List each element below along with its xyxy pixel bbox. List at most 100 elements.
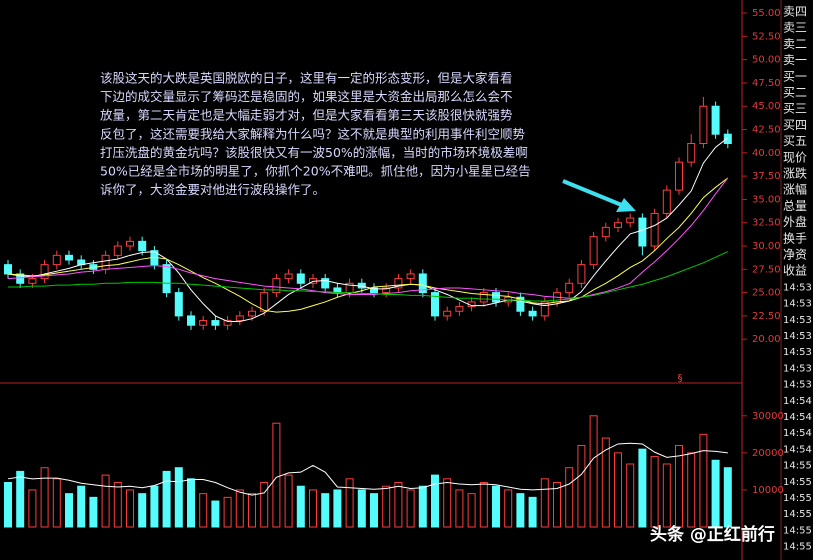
arrow-shaft [562,179,625,208]
y-tick-label: 40.00 [752,148,781,159]
annotation-line: 下边的成交量显示了筹码还是稳固的，如果这里是大资金出局那么怎么会不 [100,89,513,104]
volume-bar [126,489,134,528]
candle-body [52,254,61,266]
volume-bar [357,489,366,528]
y-tick-label: 35.00 [752,194,781,205]
candle-body [223,320,232,326]
ma-line [8,251,729,302]
volume-bar [333,489,342,528]
volume-bar [235,489,244,528]
side-label: 净资 [783,248,807,262]
volume-bar [723,467,732,528]
volume-bar [479,482,488,528]
volume-bar [40,467,49,528]
annotation-line: 该股这天的大跌是英国脱欧的日子，这里有一定的形态变形，但是大家看看 [100,71,513,86]
side-label: 卖二 [783,37,807,51]
candle-body [516,296,525,312]
volume-bar [113,482,122,528]
candle-body [577,264,586,284]
volume-bar [77,485,86,528]
side-time: 14:55 [783,542,812,553]
y-tick-label: 42.50 [752,125,781,136]
volume-bar [431,474,439,528]
volume-bar [711,459,720,528]
volume-bar [626,463,635,528]
side-time: 14:53 [783,331,812,342]
candle-body [126,240,134,247]
candle-body [40,264,49,280]
y-tick-label: 22.50 [752,311,781,322]
volume-bar [455,489,464,528]
candle-body [333,287,342,294]
volume-bar [199,493,208,528]
ma-line [7,177,729,299]
candle-body [455,306,464,312]
volume-bar [394,482,403,528]
volume-bar [662,463,671,528]
volume-bar [418,485,427,528]
candle-body [528,310,537,317]
candle-body [187,315,195,326]
candle-body [418,273,427,294]
candle-body [662,189,671,214]
volume-bar [345,478,354,528]
candle-body [235,315,244,322]
annotation-line: 打压洗盘的黄金坑吗？该股很快又有一波50%的涨幅，当时的市场环境极差啊 [100,145,528,160]
side-time: 14:53 [783,282,812,293]
y-tick-label: 50.00 [752,55,781,66]
volume-bar [138,493,147,528]
volume-bar [223,496,232,528]
side-time: 14:53 [783,315,812,326]
volume-bar [101,474,110,528]
y-tick-label: 25.00 [752,288,781,299]
ma-line [7,177,729,313]
side-time: 14:55 [783,525,812,536]
volume-bar [382,485,391,528]
volume-bar [516,493,525,528]
volume-bar [16,470,25,528]
candle-body [394,278,403,289]
side-label: 收益 [783,264,807,278]
y-tick-label: 10000 [752,485,784,496]
side-label: 卖三 [783,21,807,35]
side-time: 14:53 [783,299,812,310]
volume-bar [150,485,159,528]
volume-bar [284,474,293,528]
candle-body [638,217,647,247]
side-label: 买四 [783,118,807,132]
side-label: 外盘 [783,214,807,229]
y-tick-label: 55.00 [752,8,781,19]
volume-bar [272,422,281,528]
volume-bar [650,456,659,528]
side-time: 14:54 [783,396,812,407]
volume-bar [309,489,317,528]
volume-bar [89,496,98,528]
candle-body [431,292,439,317]
volume-bar [260,482,269,528]
candle-body [614,222,622,228]
candle-body [723,133,732,145]
volume-bar [565,467,574,528]
volume-bar [65,493,73,528]
annotation-line: 放量，第二天肯定也是大幅走弱才对，但是大家看看第三天该股很快就强势 [100,108,513,123]
candle-body [540,301,549,317]
annotation-line: 诉你了，大资金要对他进行波段操作了。 [100,182,325,197]
candle-body [443,310,452,317]
candle-body [687,143,696,163]
candle-body [101,254,110,270]
arrow-head [616,198,636,212]
candle-body [138,240,147,252]
volume-bar [614,452,622,528]
volume-bar [699,433,708,528]
ma-line [7,442,728,496]
y-tick-label: 32.50 [752,218,781,229]
candle-body [211,320,220,326]
side-time: 14:53 [783,380,812,391]
volume-bar [52,478,61,528]
candle-body [406,273,415,280]
side-label: 买二 [783,86,807,100]
volume-bar [687,452,696,528]
side-time: 14:53 [783,363,812,374]
y-tick-label: 37.50 [752,171,781,182]
